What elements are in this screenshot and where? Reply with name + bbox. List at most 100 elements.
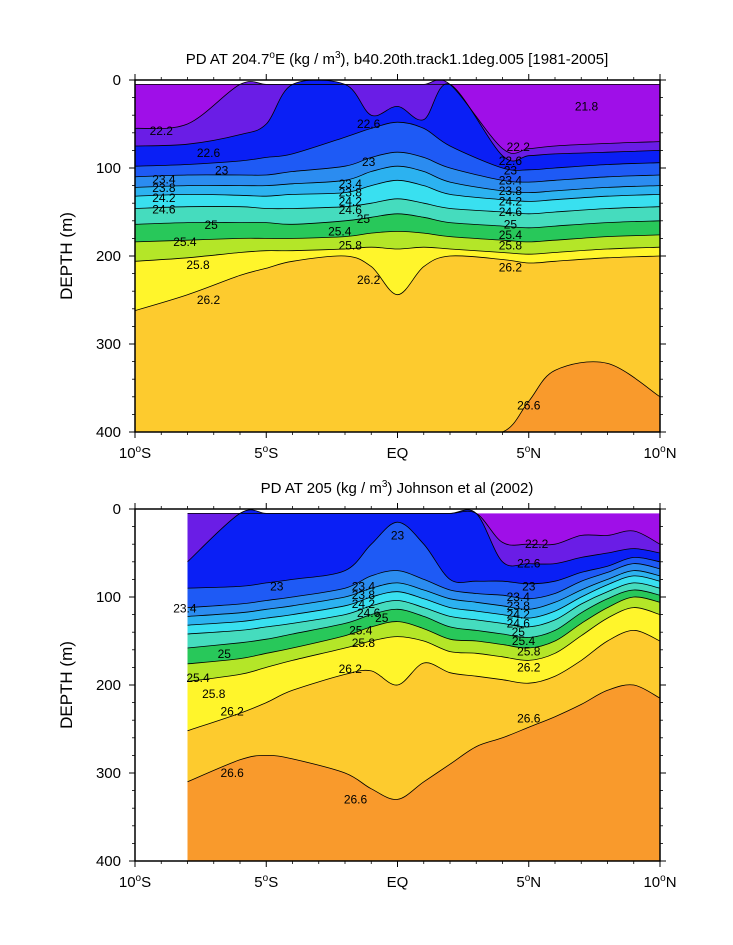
- x-tick-label: 10oS: [119, 444, 151, 462]
- y-tick-label: 400: [96, 424, 121, 441]
- contour-label: 24.2: [499, 194, 523, 208]
- x-tick-label: 5oN: [516, 873, 541, 891]
- isopycnal-line: [135, 230, 660, 243]
- isopycnal-line: [187, 684, 660, 800]
- contour-label: 23.8: [352, 588, 376, 602]
- isopycnal-line: [187, 521, 660, 589]
- density-band: [135, 255, 660, 432]
- contour-label: 25.8: [202, 687, 226, 701]
- contour-label: 23.8: [507, 599, 531, 613]
- contour-label: 23.4: [339, 177, 363, 191]
- isopycnal-line: [187, 575, 660, 626]
- contour-label: 26.2: [220, 704, 244, 718]
- contour-label: 25.8: [517, 645, 541, 659]
- isopycnal-line: [187, 582, 660, 635]
- isopycnal-line: [135, 246, 660, 262]
- contour-label: 23.8: [152, 181, 176, 195]
- contour-label: 24.6: [152, 202, 176, 216]
- contour-label: 23: [522, 579, 536, 593]
- contour-label: 23: [270, 579, 284, 593]
- isopycnal-line: [135, 179, 660, 202]
- contour-lines: [187, 509, 660, 800]
- contour-label: 25.8: [186, 258, 210, 272]
- contour-label: 26.6: [517, 399, 541, 413]
- density-band: [135, 361, 660, 432]
- contour-label: 26.2: [357, 273, 381, 287]
- density-band: [187, 684, 660, 861]
- contour-label: 24.2: [152, 191, 176, 205]
- y-tick-label: 100: [96, 589, 121, 606]
- isopycnal-line: [135, 255, 660, 311]
- contour-label: 26.2: [197, 293, 221, 307]
- contour-label: 26.6: [344, 792, 368, 806]
- isopycnal-line: [187, 596, 660, 665]
- contour-label: 25.8: [339, 238, 363, 252]
- isopycnal-line: [135, 121, 660, 171]
- y-axis-label: DEPTH (m): [57, 212, 76, 300]
- contour-label: 25.8: [352, 636, 376, 650]
- x-tick-label: EQ: [387, 445, 409, 462]
- contour-label: 23.8: [499, 184, 523, 198]
- x-tick-label: 10oN: [643, 873, 676, 891]
- contour-label: 24.6: [357, 606, 381, 620]
- x-tick-label: EQ: [387, 874, 409, 891]
- isopycnal-line: [187, 570, 660, 617]
- contour-label: 23.4: [499, 173, 523, 187]
- contour-fill: [187, 509, 660, 861]
- isopycnal-line: [187, 509, 660, 567]
- x-tick-label: 10oS: [119, 873, 151, 891]
- contour-label: 25.4: [328, 224, 352, 238]
- isopycnal-line: [135, 361, 660, 432]
- chart-title: PD AT 205 (kg / m3) Johnson et al (2002): [261, 479, 534, 497]
- contour-label: 25: [204, 218, 218, 232]
- contour-label: 22.6: [517, 557, 541, 571]
- contour-label: 22.6: [357, 117, 381, 131]
- isopycnal-line: [135, 151, 660, 183]
- axes: 0 100 200 300 400 10oS 5oS EQ 5oN 10oN: [96, 72, 677, 462]
- isopycnal-line: [135, 80, 660, 154]
- contour-label: 23.8: [339, 186, 363, 200]
- contour-label: 26.2: [517, 660, 541, 674]
- contour-label: 24.6: [499, 205, 523, 219]
- contour-label: 22.6: [499, 154, 523, 168]
- contour-label: 21.8: [575, 99, 599, 113]
- model-density-panel: PD AT 204.7oE (kg / m3), b40.20th.track1…: [57, 50, 677, 462]
- y-tick-label: 200: [96, 248, 121, 265]
- observed-density-panel: PD AT 205 (kg / m3) Johnson et al (2002)…: [57, 479, 677, 891]
- isopycnal-line: [135, 198, 660, 215]
- axes: 0 100 200 300 400 10oS 5oS EQ 5oN 10oN: [96, 501, 677, 891]
- contour-label: 24.2: [339, 194, 363, 208]
- contour-label: 23: [362, 155, 376, 169]
- contour-label: 23.4: [352, 579, 376, 593]
- x-tick-label: 10oN: [643, 444, 676, 462]
- contour-fill: [135, 80, 660, 432]
- contour-label: 23: [391, 528, 405, 542]
- contour-label: 25.4: [173, 235, 197, 249]
- contour-label: 25.4: [499, 228, 523, 242]
- isopycnal-line: [187, 607, 660, 682]
- contour-label: 23.4: [507, 590, 531, 604]
- isopycnal-line: [135, 165, 660, 194]
- contour-label: 22.6: [197, 146, 221, 160]
- contour-label: 22.2: [507, 140, 531, 154]
- contour-label: 24.2: [507, 608, 531, 622]
- x-tick-label: 5oS: [254, 873, 278, 891]
- contour-label: 23.4: [173, 601, 197, 615]
- contour-labels: 21.822.222.622.6232323.423.824.224.62525…: [150, 99, 599, 412]
- isopycnal-line: [135, 213, 660, 229]
- contour-labels: 2323.42525.425.826.226.62323.423.824.224…: [173, 528, 548, 806]
- y-axis-label: DEPTH (m): [57, 641, 76, 729]
- contour-label: 22.2: [525, 537, 549, 551]
- contour-label: 25.4: [186, 671, 210, 685]
- isopycnal-line: [187, 589, 660, 649]
- contour-label: 25: [512, 625, 526, 639]
- isopycnal-line: [135, 80, 660, 162]
- contour-label: 24.6: [507, 616, 531, 630]
- contour-label: 25: [218, 647, 232, 661]
- contour-label: 25: [357, 212, 371, 226]
- contour-label: 23.4: [152, 172, 176, 186]
- x-tick-label: 5oN: [516, 444, 541, 462]
- contour-label: 24.2: [352, 597, 376, 611]
- contour-label: 24.6: [339, 203, 363, 217]
